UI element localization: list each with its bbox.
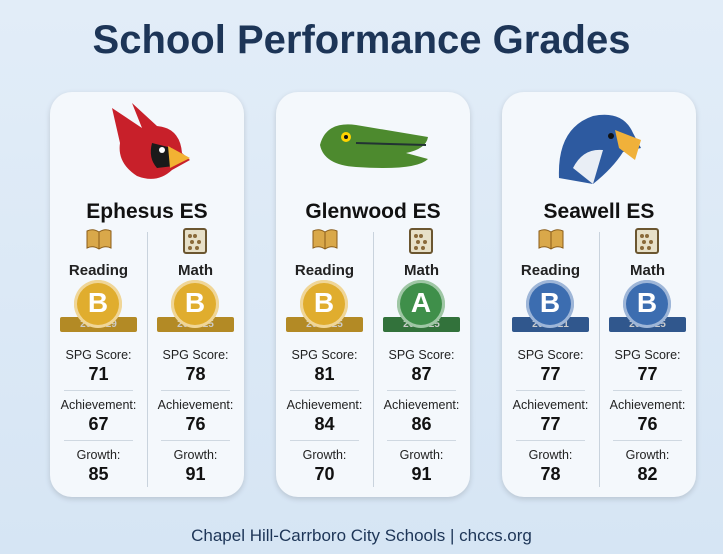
metric-label: Achievement: <box>502 398 599 412</box>
metric-value: 71 <box>50 364 147 385</box>
gator-mascot <box>316 115 432 173</box>
metric-label: Achievement: <box>373 398 470 412</box>
metric-label: Growth: <box>502 448 599 462</box>
grade-badge: B <box>171 280 219 328</box>
metric-value: 77 <box>502 414 599 435</box>
metric-value: 82 <box>599 464 696 485</box>
metric-separator <box>516 390 585 391</box>
metric-value: 67 <box>50 414 147 435</box>
metric-label: Growth: <box>276 448 373 462</box>
metric-label: Growth: <box>599 448 696 462</box>
footer: Chapel Hill-Carrboro City Schools | chcc… <box>0 526 723 546</box>
metric-label: SPG Score: <box>373 348 470 362</box>
abacus-icon <box>409 228 433 259</box>
grade-badge: B <box>526 280 574 328</box>
book-icon <box>538 228 564 255</box>
metric-value: 77 <box>599 364 696 385</box>
cardinal-mascot <box>102 98 192 186</box>
grade-badge: B <box>300 280 348 328</box>
grade-badge: B <box>74 280 122 328</box>
metric-value: 70 <box>276 464 373 485</box>
subject-label: Math <box>147 262 244 279</box>
metric-separator <box>613 390 682 391</box>
title: School Performance Grades <box>0 18 723 63</box>
subject-label: Reading <box>502 262 599 279</box>
metric-label: SPG Score: <box>599 348 696 362</box>
metric-label: Achievement: <box>147 398 244 412</box>
metric-value: 77 <box>502 364 599 385</box>
metric-value: 87 <box>373 364 470 385</box>
metric-value: 76 <box>599 414 696 435</box>
metric-label: Achievement: <box>599 398 696 412</box>
book-icon <box>312 228 338 255</box>
metric-value: 86 <box>373 414 470 435</box>
book-icon <box>86 228 112 255</box>
metric-label: Growth: <box>50 448 147 462</box>
metric-separator <box>161 390 230 391</box>
metric-separator <box>64 390 133 391</box>
metric-value: 84 <box>276 414 373 435</box>
metric-separator <box>387 390 456 391</box>
subject-label: Math <box>599 262 696 279</box>
metric-value: 76 <box>147 414 244 435</box>
metric-label: SPG Score: <box>502 348 599 362</box>
metric-separator <box>613 440 682 441</box>
metric-separator <box>290 390 359 391</box>
metric-label: Achievement: <box>276 398 373 412</box>
metric-separator <box>64 440 133 441</box>
metric-label: Growth: <box>147 448 244 462</box>
subject-label: Reading <box>276 262 373 279</box>
subject-label: Reading <box>50 262 147 279</box>
metric-value: 91 <box>147 464 244 485</box>
grade-badge: A <box>397 280 445 328</box>
metric-value: 78 <box>502 464 599 485</box>
infographic: School Performance Grades Ephesus ESRead… <box>0 0 723 554</box>
metric-label: Achievement: <box>50 398 147 412</box>
metric-label: SPG Score: <box>276 348 373 362</box>
metric-label: Growth: <box>373 448 470 462</box>
metric-value: 85 <box>50 464 147 485</box>
metric-separator <box>161 440 230 441</box>
hawk-mascot <box>553 108 643 188</box>
metric-value: 91 <box>373 464 470 485</box>
metric-separator <box>290 440 359 441</box>
metric-value: 81 <box>276 364 373 385</box>
metric-separator <box>516 440 585 441</box>
metric-label: SPG Score: <box>147 348 244 362</box>
metric-separator <box>387 440 456 441</box>
subject-label: Math <box>373 262 470 279</box>
abacus-icon <box>183 228 207 259</box>
metric-value: 78 <box>147 364 244 385</box>
metric-label: SPG Score: <box>50 348 147 362</box>
abacus-icon <box>635 228 659 259</box>
grade-badge: B <box>623 280 671 328</box>
